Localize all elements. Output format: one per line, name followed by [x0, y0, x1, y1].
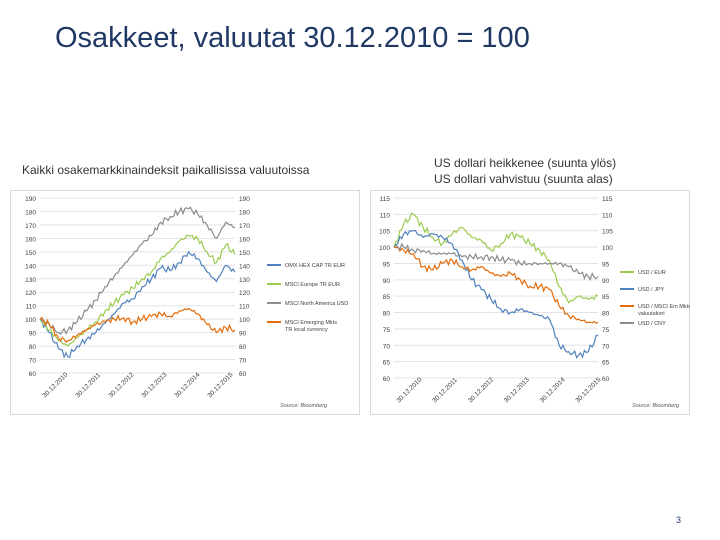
legend-label: MSCI Europe TR EUR [285, 282, 340, 288]
y-tick-label-left: 75 [383, 327, 391, 334]
legend-label: USD / CNY [638, 321, 666, 327]
y-tick-label-right: 90 [239, 331, 247, 338]
y-tick-label-left: 60 [29, 371, 37, 378]
y-tick-label-left: 70 [29, 358, 37, 365]
y-tick-label-right: 150 [239, 250, 250, 257]
legend-label-line: valuutakori [638, 311, 665, 317]
legend-label: USD / EUR [638, 270, 666, 276]
y-tick-label-right: 115 [602, 196, 613, 203]
series-line-2 [39, 206, 236, 336]
y-tick-label-left: 100 [379, 245, 390, 252]
series-line-3 [39, 307, 236, 343]
y-tick-label-left: 115 [380, 196, 391, 203]
y-tick-label-left: 90 [29, 331, 37, 338]
legend-label: MSCI Emerging Mkts TR local currency [285, 320, 337, 333]
legend-label: MSCI North America USD [285, 301, 348, 307]
y-tick-label-left: 180 [25, 209, 36, 216]
y-tick-label-right: 75 [602, 327, 610, 334]
left-chart-subtitle: Kaikki osakemarkkinaindeksit paikallisis… [22, 163, 310, 177]
y-tick-label-left: 130 [25, 277, 36, 284]
y-tick-label-left: 65 [383, 360, 391, 367]
right-chart-subtitle-line2: US dollari vahvistuu (suunta alas) [434, 172, 613, 186]
y-tick-label-left: 70 [383, 343, 391, 350]
y-tick-label-right: 100 [239, 317, 250, 324]
y-tick-label-right: 110 [239, 304, 250, 311]
y-tick-label-right: 105 [602, 229, 613, 236]
series-line-1 [393, 229, 599, 360]
y-tick-label-right: 100 [602, 245, 613, 252]
y-tick-label-right: 85 [602, 294, 610, 301]
series-line-0 [393, 212, 599, 304]
y-tick-label-right: 70 [602, 343, 610, 350]
y-tick-label-right: 130 [239, 277, 250, 284]
legend-label-line: TR local currency [285, 327, 328, 333]
y-tick-label-right: 190 [239, 196, 250, 203]
y-tick-label-left: 90 [383, 278, 391, 285]
legend-label: OMX HEX CAP TR EUR [285, 263, 345, 269]
y-tick-label-right: 60 [602, 376, 610, 383]
series-line-3 [393, 242, 599, 282]
y-tick-label-left: 110 [380, 212, 391, 219]
y-tick-label-left: 150 [25, 250, 36, 257]
y-tick-label-left: 110 [26, 304, 37, 311]
y-tick-label-left: 140 [25, 263, 36, 270]
series-line-0 [39, 250, 236, 359]
y-tick-label-right: 110 [602, 212, 613, 219]
source-note: Source: Bloomberg [632, 403, 680, 409]
legend-label: USD / JPY [638, 287, 665, 293]
y-tick-label-left: 170 [25, 223, 36, 230]
y-tick-label-left: 100 [25, 317, 36, 324]
y-tick-label-right: 180 [239, 209, 250, 216]
y-tick-label-right: 160 [239, 236, 250, 243]
y-tick-label-left: 80 [29, 344, 37, 351]
y-tick-label-left: 80 [383, 311, 391, 318]
y-tick-label-left: 85 [383, 294, 391, 301]
y-tick-label-left: 120 [25, 290, 36, 297]
source-note: Source: Bloomberg [280, 403, 328, 409]
legend-label-line: USD / MSCI Em Mkts [638, 304, 690, 310]
y-tick-label-right: 140 [239, 263, 250, 270]
y-tick-label-right: 95 [602, 261, 610, 268]
legend-label-line: MSCI Emerging Mkts [285, 320, 337, 326]
chart-frame [10, 190, 360, 415]
y-tick-label-right: 80 [239, 344, 247, 351]
y-tick-label-right: 90 [602, 278, 610, 285]
y-tick-label-left: 60 [383, 376, 391, 383]
page-number: 3 [676, 515, 682, 525]
y-tick-label-right: 80 [602, 311, 610, 318]
stock-index-chart: 60 60 70 70 80 80 90 90 100 100 110 110 120 120 130 130… [10, 190, 360, 415]
y-tick-label-left: 190 [25, 196, 36, 203]
y-tick-label-right: 70 [239, 358, 247, 365]
y-tick-label-right: 120 [239, 290, 250, 297]
y-tick-label-right: 60 [239, 371, 247, 378]
y-tick-label-left: 160 [25, 236, 36, 243]
y-tick-label-right: 170 [239, 223, 250, 230]
series-line-2 [393, 246, 599, 324]
legend-label: USD / MSCI Em Mkts valuutakori [638, 304, 690, 317]
y-tick-label-left: 95 [383, 261, 391, 268]
right-chart-subtitle-line1: US dollari heikkenee (suunta ylös) [434, 156, 617, 170]
y-tick-label-left: 105 [379, 229, 390, 236]
y-tick-label-right: 65 [602, 360, 610, 367]
slide-title: Osakkeet, valuutat 30.12.2010 = 100 [55, 22, 530, 54]
series-line-1 [39, 234, 236, 347]
currency-chart: 60 60 65 65 70 70 75 75 80 80 85 85 90 90 95 95 100 100 10… [370, 190, 690, 415]
